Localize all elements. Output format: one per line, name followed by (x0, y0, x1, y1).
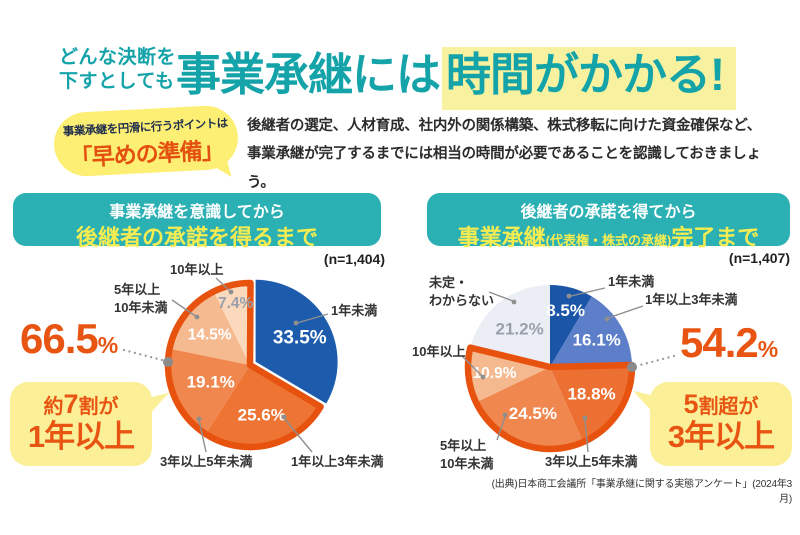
right-chart-title-line1: 後継者の承諾を得てから (520, 204, 697, 221)
leader-dot (228, 289, 234, 295)
pie-outside-label: 3年以上5年未満 (545, 454, 638, 469)
leader-line (215, 277, 232, 293)
pie-slice (550, 285, 592, 367)
pie-slice (550, 364, 633, 443)
leader-line (488, 291, 514, 302)
leader-dot (293, 320, 299, 326)
leader-line (570, 287, 606, 297)
right-annotation-line2: 3年以上 (667, 418, 775, 454)
right-chart-title-band: 後継者の承諾を得てから 事業承継(代表権・株式の承継)完了まで (427, 193, 790, 250)
pie-outside-label: 5年以上 10年未満 (114, 282, 168, 315)
leader-dot (281, 414, 287, 420)
pie-slice-value: 16.1% (573, 331, 621, 350)
leader-dot (480, 374, 486, 380)
pie-outside-label: 未定・ わからない (429, 275, 495, 308)
leader-line (496, 416, 506, 441)
left-annotation-line1: 約7割が (10, 389, 152, 420)
pie-group-outline (164, 279, 324, 451)
leader-dot (582, 415, 588, 421)
pie-slice-value: 19.1% (187, 373, 235, 392)
pie-slice (213, 283, 251, 365)
callout-dot (163, 357, 173, 367)
left-annotation-big-digit: 7 (63, 389, 79, 419)
page-title-highlighted: 時間がかかる! (442, 47, 737, 110)
leader-line (171, 299, 198, 318)
left-annotation-line2: 1年以上 (27, 418, 135, 454)
right-annotation-post: 割超が (698, 396, 759, 418)
pie-slice (168, 348, 250, 434)
left-callout-number: 66.5 (20, 315, 99, 362)
left-chart-title-band: 事業承継を意識してから 後継者の承諾を得るまで (13, 193, 381, 250)
left-annotation-post: 割が (78, 396, 119, 418)
pie-outside-label: 5年以上 10年未満 (440, 438, 494, 471)
pie-slice-value: 14.5% (188, 326, 232, 343)
left-sample-size: (n=1,404) (323, 251, 385, 267)
page-title-plain: 事業承継には (176, 49, 441, 100)
header-pre-line2: 下すとしても (59, 71, 175, 93)
header-pre-line1: どんな決断を (59, 47, 177, 68)
left-annotation-pre: 約 (43, 396, 64, 418)
right-annotation-big-digit: 5 (683, 389, 699, 419)
leader-line (461, 355, 483, 377)
pie-slice (470, 285, 550, 367)
pie-slice-value: 7.4% (218, 295, 254, 312)
right-annotation-bubble: 5割超が 3年以上 (628, 382, 792, 466)
pie-outside-label: 1年未満 (608, 274, 655, 289)
left-annotation-bubble: 約7割が 1年以上 (10, 382, 174, 466)
callout-dotted-line (638, 354, 676, 367)
pie-outside-label: 1年以上3年未満 (645, 292, 738, 307)
right-annotation-line1: 5割超が (650, 389, 792, 420)
pie-slice-value: 21.2% (495, 319, 543, 338)
right-chart-title-line2: 事業承継(代表権・株式の承継)完了まで (427, 220, 790, 252)
leader-dot (566, 293, 572, 299)
right-callout-percent: 54.2% (680, 322, 778, 364)
pie-slice (255, 279, 338, 404)
leader-line (296, 313, 329, 324)
right-chart-title-line2-small: (代表権・株式の承継) (545, 233, 672, 248)
pie-outside-label: 10年以上 (412, 344, 466, 359)
leader-dot (196, 416, 202, 422)
page-title: 事業承継には 時間がかかる! (176, 38, 737, 110)
right-sample-size: (n=1,407) (728, 250, 790, 266)
leader-line (584, 419, 589, 453)
leader-dot (604, 316, 610, 322)
callout-dotted-line (122, 348, 164, 362)
right-callout-unit: % (757, 336, 779, 362)
callout-dot (627, 362, 637, 372)
left-callout-percent: 66.5% (20, 318, 118, 360)
pie-outside-label: 10年以上 (170, 262, 224, 277)
pie-slice (468, 347, 550, 403)
pie-outside-label: 3年以上5年未満 (160, 454, 253, 469)
pie-slice-value: 24.5% (509, 404, 557, 423)
right-chart-title-line2-big2: 完了まで (671, 225, 760, 250)
pie-slice-value: 8.5% (546, 301, 585, 320)
leader-dot (194, 314, 200, 320)
pie-slice-value: 25.6% (238, 405, 286, 424)
leader-line (607, 305, 644, 319)
pie-group-outline (464, 344, 636, 453)
right-chart-title-line2-big1: 事業承継 (457, 225, 546, 250)
header-pre-title: どんな決断を 下すとしても (59, 46, 176, 95)
left-callout-unit: % (97, 332, 119, 358)
intro-paragraph: 後継者の選定、人材育成、社内外の関係構築、株式移転に向けた資金確保など、 事業承… (247, 112, 777, 197)
right-callout-number: 54.2 (680, 319, 759, 366)
intro-paragraph-line2: 事業承継が完了するまでには相当の時間が必要であることを認識しておきましょう。 (247, 146, 761, 191)
pie-outside-label: 1年未満 (331, 303, 378, 318)
pie-slice-value: 18.8% (567, 384, 615, 403)
pie-slice (476, 367, 584, 449)
pie-slice (550, 296, 632, 367)
leader-dot (511, 299, 517, 305)
leader-line (198, 419, 207, 453)
pie-outside-label: 1年以上3年未満 (291, 454, 384, 469)
left-chart-title-line1: 事業承継を意識してから (109, 204, 285, 221)
source-citation: (出典)日本商工会議所「事業承継に関する実態アンケート」(2024年3月) (491, 479, 793, 505)
intro-paragraph-line1: 後継者の選定、人材育成、社内外の関係構築、株式移転に向けた資金確保など、 (247, 118, 762, 134)
pie-slice-value: 33.5% (273, 327, 327, 348)
leader-dot (502, 412, 508, 418)
left-chart-title-line2: 後継者の承諾を得るまで (75, 225, 318, 250)
leader-line (283, 417, 313, 453)
